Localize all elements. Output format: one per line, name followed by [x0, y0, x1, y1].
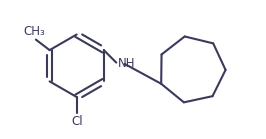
Text: CH₃: CH₃: [24, 25, 45, 38]
Text: NH: NH: [118, 57, 135, 70]
Text: Cl: Cl: [71, 115, 82, 128]
